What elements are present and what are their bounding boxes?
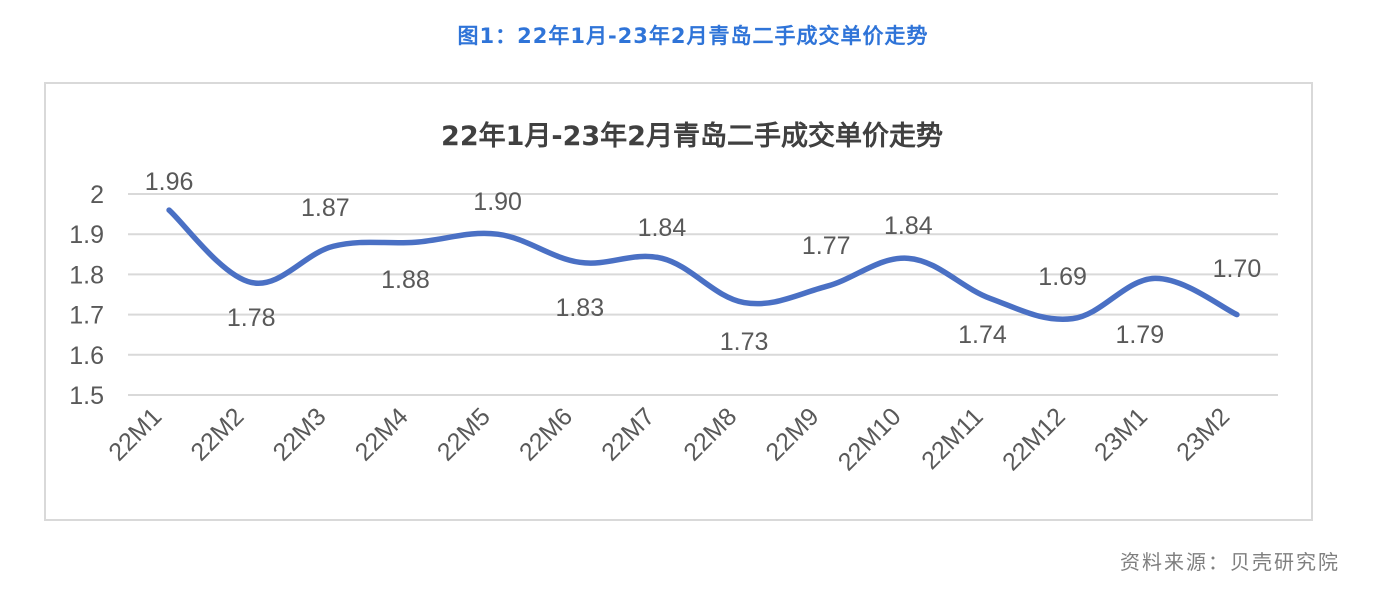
x-tick-label: 22M7 <box>596 402 660 466</box>
y-tick-label: 1.9 <box>69 221 104 249</box>
data-label: 1.96 <box>145 168 194 196</box>
data-label: 1.79 <box>1115 321 1164 349</box>
chart-title: 22年1月-23年2月青岛二手成交单价走势 <box>441 120 943 152</box>
x-tick-label: 22M12 <box>997 402 1071 476</box>
gridlines <box>128 193 1278 396</box>
y-tick-label: 1.7 <box>69 302 104 330</box>
x-tick-label: 22M9 <box>760 402 824 466</box>
data-label: 1.84 <box>638 214 687 242</box>
data-label: 1.74 <box>958 321 1007 349</box>
data-label: 1.83 <box>555 294 604 322</box>
figure-caption: 图1：22年1月-23年2月青岛二手成交单价走势 <box>457 24 929 48</box>
source-note: 资料来源：贝壳研究院 <box>1120 550 1340 574</box>
x-tick-label: 22M1 <box>103 402 167 466</box>
data-label: 1.88 <box>381 266 430 294</box>
data-labels: 1.96 1.78 1.87 1.88 1.90 1.83 1.84 1.73 1.77 1.84… <box>145 168 1262 356</box>
data-label: 1.84 <box>884 212 933 240</box>
y-tick-label: 1.8 <box>69 261 104 289</box>
x-axis-ticks: 22M1 22M2 22M3 22M4 22M5 22M6 22M7 22M8 22M9 22M1… <box>103 402 1235 476</box>
data-label: 1.70 <box>1213 255 1262 283</box>
x-tick-label: 22M5 <box>432 402 496 466</box>
x-tick-label: 23M1 <box>1089 402 1153 466</box>
y-tick-label: 2 <box>90 181 104 209</box>
data-label: 1.69 <box>1038 263 1087 291</box>
data-label: 1.90 <box>473 188 522 216</box>
data-label: 1.73 <box>720 328 769 356</box>
data-label: 1.87 <box>301 194 350 222</box>
x-tick-label: 23M2 <box>1171 402 1235 466</box>
y-tick-label: 1.6 <box>69 342 104 370</box>
data-label: 1.78 <box>227 304 276 332</box>
x-tick-label: 22M3 <box>268 402 332 466</box>
x-tick-label: 22M8 <box>678 402 742 466</box>
x-tick-label: 22M10 <box>833 402 907 476</box>
x-tick-label: 22M4 <box>350 402 414 466</box>
price-trend-line <box>166 207 1240 322</box>
x-tick-label: 22M6 <box>514 402 578 466</box>
data-label: 1.77 <box>802 232 851 260</box>
x-tick-label: 22M2 <box>185 402 249 466</box>
chart-container <box>44 82 1313 521</box>
x-tick-label: 22M11 <box>916 402 989 475</box>
y-tick-label: 1.5 <box>69 382 104 410</box>
y-axis-ticks: 2 1.9 1.8 1.7 1.6 1.5 <box>69 181 104 410</box>
